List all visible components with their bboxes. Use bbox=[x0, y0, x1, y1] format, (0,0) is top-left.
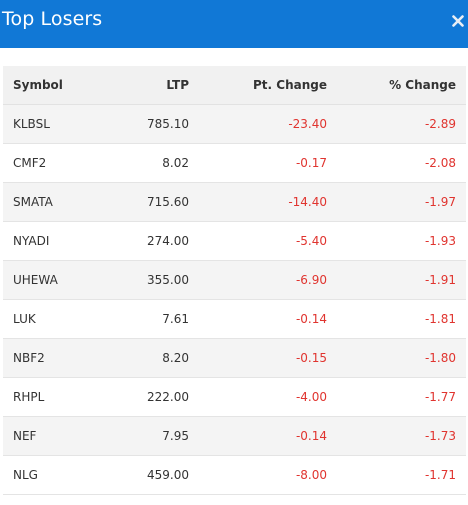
cell-pt-change: -0.15 bbox=[199, 338, 337, 378]
table-row[interactable]: NBF2 8.20 -0.15 -1.80 bbox=[3, 338, 466, 378]
cell-pct-change: -2.08 bbox=[337, 143, 466, 183]
top-losers-table: Symbol LTP Pt. Change % Change KLBSL 785… bbox=[3, 66, 466, 495]
cell-pct-change: -1.80 bbox=[337, 338, 466, 378]
cell-pt-change: -5.40 bbox=[199, 221, 337, 261]
cell-symbol[interactable]: LUK bbox=[3, 299, 113, 339]
cell-ltp: 8.20 bbox=[113, 338, 199, 378]
cell-pct-change: -1.77 bbox=[337, 377, 466, 417]
cell-pct-change: -1.93 bbox=[337, 221, 466, 261]
table-header-row: Symbol LTP Pt. Change % Change bbox=[3, 66, 466, 105]
cell-pt-change: -0.17 bbox=[199, 143, 337, 183]
top-losers-table-container: Symbol LTP Pt. Change % Change KLBSL 785… bbox=[3, 66, 466, 495]
cell-pct-change: -1.81 bbox=[337, 299, 466, 339]
table-row[interactable]: KLBSL 785.10 -23.40 -2.89 bbox=[3, 104, 466, 144]
cell-pct-change: -1.97 bbox=[337, 182, 466, 222]
cell-pt-change: -0.14 bbox=[199, 416, 337, 456]
cell-symbol[interactable]: KLBSL bbox=[3, 104, 113, 144]
cell-ltp: 8.02 bbox=[113, 143, 199, 183]
close-icon[interactable] bbox=[450, 10, 466, 32]
table-row[interactable]: UHEWA 355.00 -6.90 -1.91 bbox=[3, 260, 466, 300]
table-row[interactable]: LUK 7.61 -0.14 -1.81 bbox=[3, 299, 466, 339]
cell-ltp: 355.00 bbox=[113, 260, 199, 300]
cell-symbol[interactable]: UHEWA bbox=[3, 260, 113, 300]
cell-ltp: 785.10 bbox=[113, 104, 199, 144]
cell-pct-change: -1.71 bbox=[337, 455, 466, 495]
cell-symbol[interactable]: NLG bbox=[3, 455, 113, 495]
cell-pct-change: -1.91 bbox=[337, 260, 466, 300]
cell-pct-change: -2.89 bbox=[337, 104, 466, 144]
cell-pt-change: -6.90 bbox=[199, 260, 337, 300]
cell-pt-change: -14.40 bbox=[199, 182, 337, 222]
cell-symbol[interactable]: SMATA bbox=[3, 182, 113, 222]
table-row[interactable]: NYADI 274.00 -5.40 -1.93 bbox=[3, 221, 466, 261]
cell-ltp: 274.00 bbox=[113, 221, 199, 261]
cell-pct-change: -1.73 bbox=[337, 416, 466, 456]
cell-symbol[interactable]: NEF bbox=[3, 416, 113, 456]
cell-ltp: 7.95 bbox=[113, 416, 199, 456]
cell-symbol[interactable]: RHPL bbox=[3, 377, 113, 417]
cell-ltp: 715.60 bbox=[113, 182, 199, 222]
table-row[interactable]: SMATA 715.60 -14.40 -1.97 bbox=[3, 182, 466, 222]
table-row[interactable]: CMF2 8.02 -0.17 -2.08 bbox=[3, 143, 466, 183]
table-row[interactable]: NEF 7.95 -0.14 -1.73 bbox=[3, 416, 466, 456]
cell-ltp: 7.61 bbox=[113, 299, 199, 339]
cell-pt-change: -8.00 bbox=[199, 455, 337, 495]
cell-symbol[interactable]: CMF2 bbox=[3, 143, 113, 183]
table-row[interactable]: RHPL 222.00 -4.00 -1.77 bbox=[3, 377, 466, 417]
column-header-pt-change[interactable]: Pt. Change bbox=[199, 66, 337, 105]
column-header-symbol[interactable]: Symbol bbox=[3, 66, 113, 105]
cell-symbol[interactable]: NYADI bbox=[3, 221, 113, 261]
column-header-pct-change[interactable]: % Change bbox=[337, 66, 466, 105]
column-header-ltp[interactable]: LTP bbox=[113, 66, 199, 105]
modal-header: Top Losers bbox=[0, 0, 468, 48]
cell-ltp: 459.00 bbox=[113, 455, 199, 495]
table-row[interactable]: NLG 459.00 -8.00 -1.71 bbox=[3, 455, 466, 495]
cell-pt-change: -23.40 bbox=[199, 104, 337, 144]
cell-symbol[interactable]: NBF2 bbox=[3, 338, 113, 378]
cell-ltp: 222.00 bbox=[113, 377, 199, 417]
modal-title: Top Losers bbox=[2, 8, 103, 30]
cell-pt-change: -0.14 bbox=[199, 299, 337, 339]
cell-pt-change: -4.00 bbox=[199, 377, 337, 417]
